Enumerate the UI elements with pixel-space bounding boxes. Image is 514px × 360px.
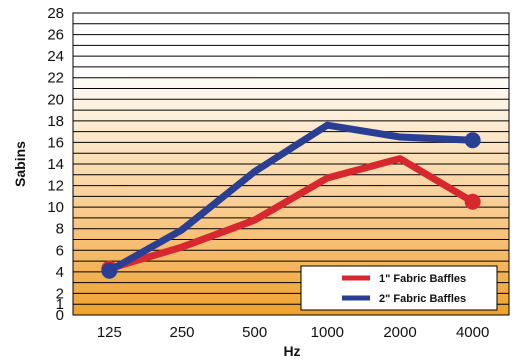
x-tick-label: 125 [97,324,122,341]
legend-label-2in: 2" Fabric Baffles [379,293,466,305]
x-axis-ticks: 125 250 500 1000 2000 4000 [97,324,490,341]
legend-box [300,265,498,311]
y-tick-label: 2 [56,285,64,302]
y-tick-label: 24 [47,48,64,65]
data-point [101,262,118,279]
y-tick-label: 6 [56,242,64,259]
x-tick-label: 2000 [383,324,416,341]
y-tick-label: 26 [47,27,64,44]
y-tick-label: 10 [47,199,64,216]
data-point [464,193,481,210]
x-tick-label: 1000 [311,324,344,341]
y-tick-label: 1 [56,296,64,313]
y-tick-label: 16 [47,134,64,151]
y-tick-label: 20 [47,91,64,108]
series-layer [101,121,481,279]
data-point [464,132,481,149]
x-axis-title: Hz [283,343,300,359]
x-tick-label: 250 [169,324,194,341]
y-tick-label: 22 [47,70,64,87]
y-tick-label: 14 [47,156,64,173]
legend-label-1in: 1" Fabric Baffles [379,273,466,285]
legend: 1" Fabric Baffles 2" Fabric Baffles [300,265,498,311]
y-axis-title: Sabins [12,141,28,187]
x-tick-label: 4000 [456,324,489,341]
y-tick-label: 4 [56,264,64,281]
y-tick-label: 0 [56,307,64,324]
x-tick-label: 500 [242,324,267,341]
y-tick-label: 8 [56,221,64,238]
y-tick-label: 18 [47,113,64,130]
y-tick-label: 28 [47,5,64,22]
series-line [105,121,477,275]
y-tick-label: 12 [47,178,64,195]
series-line [105,155,477,273]
